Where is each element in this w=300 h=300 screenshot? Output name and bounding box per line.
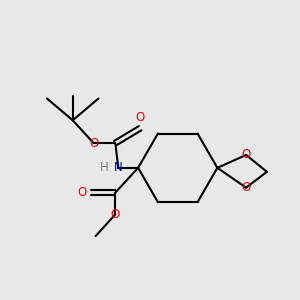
Text: N: N [114, 161, 123, 174]
Text: O: O [111, 208, 120, 221]
Text: O: O [89, 136, 98, 150]
Text: O: O [242, 181, 251, 194]
Text: O: O [77, 186, 87, 199]
Text: O: O [136, 111, 145, 124]
Text: O: O [242, 148, 251, 161]
Text: H: H [100, 161, 109, 174]
